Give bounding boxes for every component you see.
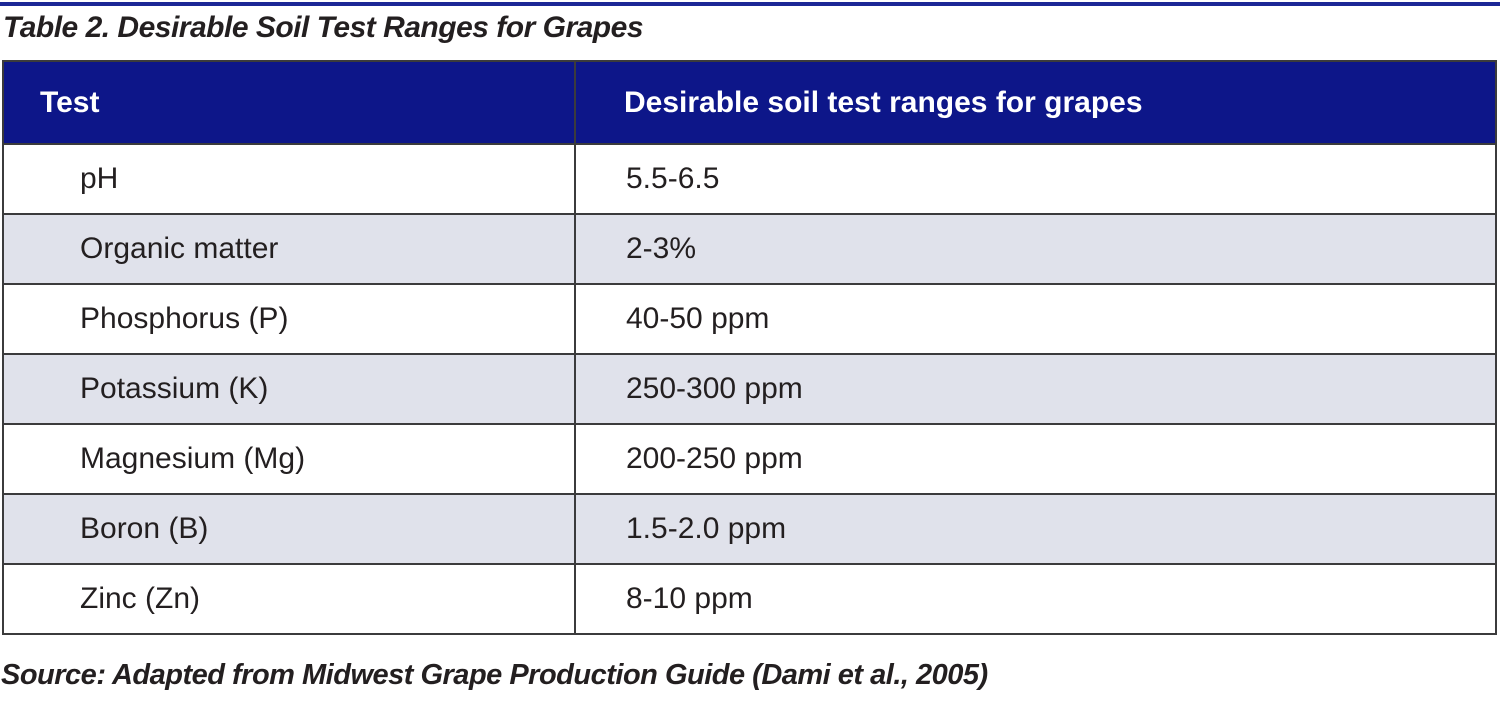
cell-range: 5.5-6.5: [574, 143, 1497, 215]
table-header-row: Test Desirable soil test ranges for grap…: [2, 60, 1497, 145]
table-row: Zinc (Zn) 8-10 ppm: [2, 563, 1497, 635]
table-row: Phosphorus (P) 40-50 ppm: [2, 283, 1497, 355]
table-row: Boron (B) 1.5-2.0 ppm: [2, 493, 1497, 565]
cell-test: Potassium (K): [2, 353, 576, 425]
cell-range: 200-250 ppm: [574, 423, 1497, 495]
table-row: Potassium (K) 250-300 ppm: [2, 353, 1497, 425]
top-rule-divider: [0, 2, 1500, 6]
table-row: Magnesium (Mg) 200-250 ppm: [2, 423, 1497, 495]
source-note: Source: Adapted from Midwest Grape Produ…: [1, 659, 988, 691]
cell-range: 1.5-2.0 ppm: [574, 493, 1497, 565]
cell-test: Phosphorus (P): [2, 283, 576, 355]
table-row: pH 5.5-6.5: [2, 143, 1497, 215]
cell-test: pH: [2, 143, 576, 215]
soil-test-table: Test Desirable soil test ranges for grap…: [2, 60, 1497, 635]
table-body: pH 5.5-6.5 Organic matter 2-3% Phosphorus (P…: [2, 143, 1497, 635]
cell-test: Magnesium (Mg): [2, 423, 576, 495]
table-header: Test Desirable soil test ranges for grap…: [2, 60, 1497, 145]
table-row: Organic matter 2-3%: [2, 213, 1497, 285]
column-header-range: Desirable soil test ranges for grapes: [574, 60, 1497, 145]
cell-range: 2-3%: [574, 213, 1497, 285]
table-title: Table 2. Desirable Soil Test Ranges for …: [3, 11, 644, 44]
column-header-test: Test: [2, 60, 576, 145]
cell-range: 250-300 ppm: [574, 353, 1497, 425]
cell-range: 40-50 ppm: [574, 283, 1497, 355]
cell-test: Organic matter: [2, 213, 576, 285]
cell-test: Zinc (Zn): [2, 563, 576, 635]
cell-test: Boron (B): [2, 493, 576, 565]
cell-range: 8-10 ppm: [574, 563, 1497, 635]
